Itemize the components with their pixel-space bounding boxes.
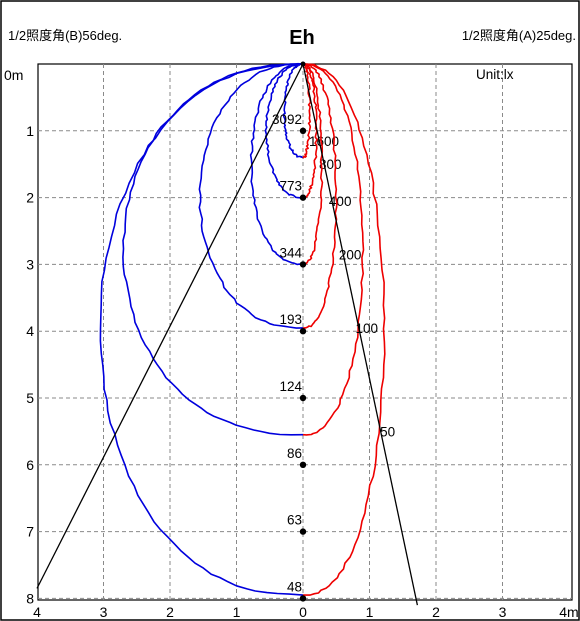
x-tick-label: 4m [559, 604, 578, 620]
plot-area: 4 3 2 1 0 1 2 3 4m0m1234567816008004002001005030… [4, 61, 579, 620]
center-point [299, 328, 307, 335]
center-value-label: 124 [279, 379, 302, 394]
unit-label: Unit:lx [476, 67, 514, 82]
center-point [299, 261, 307, 268]
center-value-label: 344 [279, 245, 302, 260]
light-source-origin [300, 61, 306, 67]
center-value-label: 86 [287, 446, 302, 461]
chart-title: Eh [289, 27, 315, 49]
y-tick-label: 0m [4, 67, 23, 83]
contour-red [302, 63, 324, 266]
contour-label: 400 [329, 194, 352, 209]
center-point [299, 528, 307, 535]
center-value-label: 3092 [272, 112, 302, 127]
y-tick-label: 6 [26, 457, 34, 473]
x-tick-label: 3 [100, 604, 108, 620]
contour-red [302, 63, 312, 159]
center-value-label: 773 [279, 179, 302, 194]
center-point [299, 394, 307, 402]
center-value-label: 48 [287, 579, 302, 594]
contour-blue [282, 63, 304, 159]
x-tick-label: 3 [499, 604, 507, 620]
y-tick-label: 2 [26, 190, 34, 206]
contour-blue [99, 63, 304, 596]
center-point [299, 461, 307, 468]
header-right-label: 1/2照度角(A)25deg. [462, 28, 576, 43]
center-value-label: 193 [279, 312, 302, 327]
center-point [299, 194, 307, 201]
header-left-label: 1/2照度角(B)56deg. [8, 28, 122, 43]
beam-angle-line [36, 63, 304, 589]
center-point [299, 595, 307, 602]
x-tick-label: 2 [432, 604, 440, 620]
center-point [299, 127, 307, 134]
contour-label: 100 [356, 321, 379, 336]
y-tick-label: 8 [26, 590, 34, 606]
y-tick-label: 5 [26, 390, 34, 406]
contour-red [302, 63, 365, 436]
y-tick-label: 1 [26, 123, 34, 139]
beam-angle-line [302, 63, 419, 606]
contour-blue [264, 62, 304, 199]
x-tick-label: 1 [366, 604, 374, 620]
contour-blue [198, 63, 304, 329]
center-value-label: 63 [287, 513, 302, 528]
contour-red [302, 63, 386, 596]
x-tick-label: 0 [299, 604, 307, 620]
contour-red [302, 63, 338, 329]
x-tick-label: 4 [33, 604, 41, 620]
x-tick-label: 1 [233, 604, 241, 620]
x-tick-label: 2 [166, 604, 174, 620]
contour-label: 50 [380, 424, 395, 439]
contour-blue [122, 63, 304, 436]
y-tick-label: 4 [26, 323, 34, 339]
y-tick-label: 3 [26, 256, 34, 272]
y-tick-label: 7 [26, 524, 34, 540]
